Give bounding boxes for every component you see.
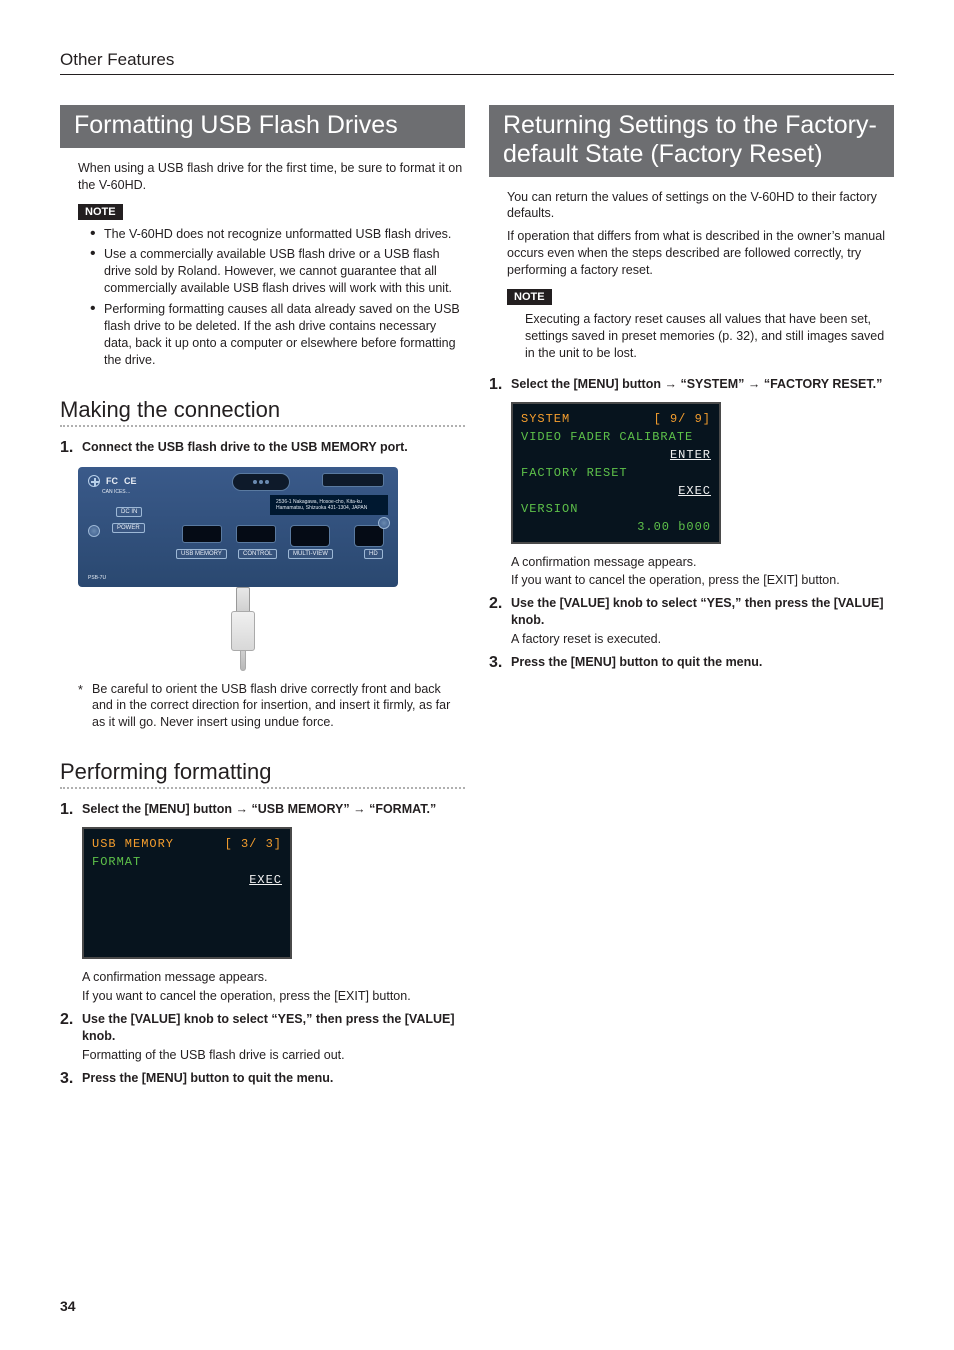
intro-text: When using a USB flash drive for the fir… — [78, 160, 465, 194]
step-title: Use the [VALUE] knob to select “YES,” th… — [511, 595, 894, 629]
port-label-usbmem: USB MEMORY — [176, 549, 227, 559]
port-label-multiview: MULTI-VIEW — [288, 549, 333, 559]
note-item: Use a commercially available USB flash d… — [90, 246, 465, 297]
section-title-formatting: Formatting USB Flash Drives — [60, 105, 465, 148]
nameplate: 2536-1 Nakagawa, Hosoe-cho, Kita-ku Hama… — [270, 495, 388, 515]
divider — [60, 787, 465, 789]
step-number: 1. — [489, 376, 511, 394]
dc-in-label: DC IN — [116, 507, 142, 517]
step-title: Press the [MENU] button to quit the menu… — [511, 654, 894, 671]
subheading-formatting: Performing formatting — [60, 759, 465, 785]
step-hint: If you want to cancel the operation, pre… — [82, 988, 465, 1005]
intro-text: You can return the values of settings on… — [507, 189, 894, 223]
can-text: CAN ICES… — [102, 489, 131, 495]
device-illustration: FC CE CAN ICES… 2536-1 Nakagawa, Hosoe-c… — [78, 467, 465, 671]
step-title: Press the [MENU] button to quit the menu… — [82, 1070, 465, 1087]
power-label: POWER — [112, 523, 145, 533]
step-number: 1. — [60, 801, 82, 819]
note-label: NOTE — [507, 289, 552, 305]
page-number: 34 — [60, 1298, 76, 1314]
subheading-connection: Making the connection — [60, 397, 465, 423]
ce-badge: CE — [124, 476, 137, 486]
section-title-factory-reset: Returning Settings to the Factory-defaul… — [489, 105, 894, 177]
fc-badge: FC — [106, 476, 118, 486]
psb-label: PSB-7U — [88, 575, 106, 581]
step-title: Select the [MENU] button → “SYSTEM” → “F… — [511, 376, 894, 393]
step-number: 1. — [60, 439, 82, 457]
intro-text: If operation that differs from what is d… — [507, 228, 894, 279]
lcd-usb-memory: USB MEMORY[ 3/ 3] FORMAT EXEC — [82, 827, 292, 959]
port-label-control: CONTROL — [238, 549, 277, 559]
note-label: NOTE — [78, 204, 123, 220]
step-result: Formatting of the USB flash drive is car… — [82, 1047, 465, 1064]
caution-note: Be careful to orient the USB flash drive… — [78, 681, 465, 732]
step-number: 3. — [489, 654, 511, 672]
note-list: The V-60HD does not recognize unformatte… — [90, 226, 465, 369]
port-label-hd: HD — [364, 549, 383, 559]
step-result: A confirmation message appears. — [82, 969, 465, 986]
usb-drive-illustration — [213, 587, 273, 671]
step-number: 2. — [489, 595, 511, 648]
caution-text: Be careful to orient the USB flash drive… — [78, 681, 465, 732]
note-text: Executing a factory reset causes all val… — [525, 311, 894, 362]
step-title: Connect the USB flash drive to the USB M… — [82, 439, 465, 456]
lcd-system: SYSTEM[ 9/ 9] VIDEO FADER CALIBRATE ENTE… — [511, 402, 721, 544]
divider — [60, 425, 465, 427]
step-number: 2. — [60, 1011, 82, 1064]
step-title: Use the [VALUE] knob to select “YES,” th… — [82, 1011, 465, 1045]
plus-icon — [88, 475, 100, 487]
breadcrumb: Other Features — [60, 50, 894, 75]
step-number: 3. — [60, 1070, 82, 1088]
step-result: A factory reset is executed. — [511, 631, 894, 648]
step-result: A confirmation message appears. — [511, 554, 894, 571]
note-item: Performing formatting causes all data al… — [90, 301, 465, 369]
note-item: The V-60HD does not recognize unformatte… — [90, 226, 465, 243]
step-hint: If you want to cancel the operation, pre… — [511, 572, 894, 589]
step-title: Select the [MENU] button → “USB MEMORY” … — [82, 801, 465, 818]
